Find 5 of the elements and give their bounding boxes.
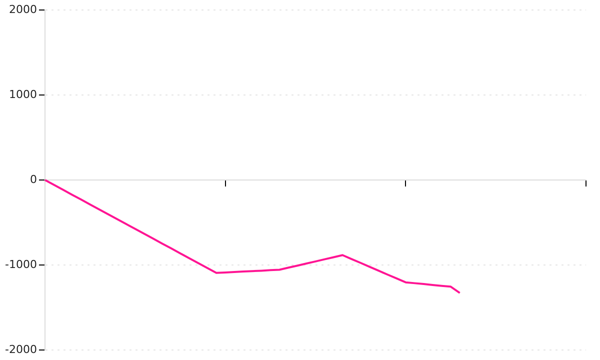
y-tick-label: 1000 <box>9 88 37 101</box>
y-tick-label: -1000 <box>5 258 37 271</box>
y-tick-label: 2000 <box>9 2 37 16</box>
y-tick-label: -2000 <box>5 342 37 356</box>
y-tick-label: 0 <box>30 172 37 186</box>
